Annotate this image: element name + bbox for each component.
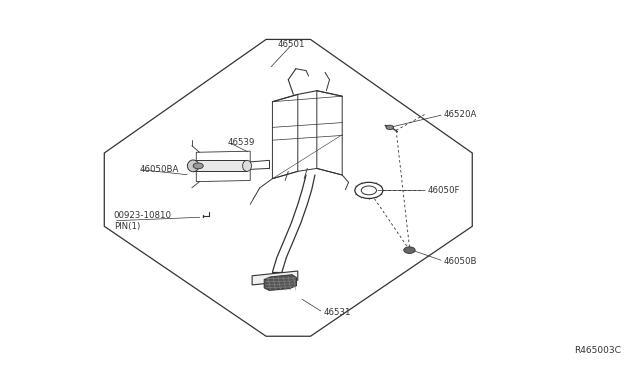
Text: 46050F: 46050F	[428, 186, 460, 195]
Text: 46539: 46539	[228, 138, 255, 147]
Polygon shape	[193, 160, 247, 171]
Polygon shape	[264, 275, 296, 291]
Text: 00923-10810
PIN(1): 00923-10810 PIN(1)	[114, 211, 172, 231]
Text: 46050B: 46050B	[444, 257, 477, 266]
Text: 46501: 46501	[278, 41, 305, 49]
Text: 46050BA: 46050BA	[139, 165, 179, 174]
Circle shape	[404, 247, 415, 253]
Circle shape	[355, 182, 383, 198]
Polygon shape	[252, 271, 298, 285]
Ellipse shape	[188, 160, 199, 172]
Text: R465003C: R465003C	[575, 346, 621, 355]
Text: 46531: 46531	[323, 308, 351, 317]
Ellipse shape	[243, 160, 252, 171]
Circle shape	[386, 125, 394, 129]
Text: 46520A: 46520A	[444, 110, 477, 119]
Circle shape	[193, 163, 204, 169]
